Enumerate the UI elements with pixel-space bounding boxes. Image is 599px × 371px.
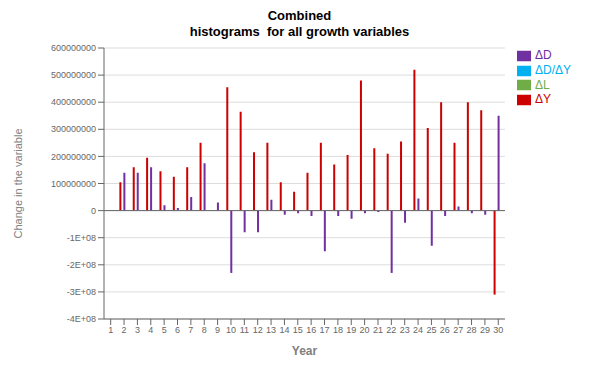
- html-text:histograms for all growth vari: histograms for all growth variables: [189, 24, 410, 39]
- svg-text:600000000: 600000000: [51, 43, 96, 53]
- svg-text:30: 30: [493, 325, 503, 335]
- svg-text:23: 23: [400, 325, 410, 335]
- svg-text:1: 1: [108, 325, 113, 335]
- svg-text:19: 19: [346, 325, 356, 335]
- svg-text:400000000: 400000000: [51, 97, 96, 107]
- svg-text:28: 28: [467, 325, 477, 335]
- svg-text:13: 13: [266, 325, 276, 335]
- html-text:ΔL: ΔL: [535, 77, 550, 92]
- svg-text:27: 27: [453, 325, 463, 335]
- svg-text:11: 11: [240, 325, 249, 335]
- svg-text:2: 2: [122, 325, 127, 335]
- html-text:Combined: Combined: [267, 8, 332, 23]
- svg-text:3: 3: [135, 325, 140, 335]
- svg-text:21: 21: [373, 325, 383, 335]
- svg-text:6: 6: [175, 325, 180, 335]
- html-text:ΔD/ΔY: ΔD/ΔY: [535, 62, 571, 77]
- html-text:ΔD: ΔD: [535, 48, 552, 62]
- svg-text:-4E+08: -4E+08: [67, 314, 96, 324]
- svg-text:200000000: 200000000: [51, 152, 96, 162]
- svg-text:22: 22: [386, 325, 396, 335]
- svg-text:24: 24: [413, 325, 423, 335]
- svg-text:15: 15: [293, 325, 303, 335]
- svg-text:25: 25: [426, 325, 436, 335]
- svg-text:-1E+08: -1E+08: [67, 233, 96, 243]
- svg-text:26: 26: [440, 325, 450, 335]
- svg-text:18: 18: [333, 325, 343, 335]
- svg-text:500000000: 500000000: [51, 70, 96, 80]
- svg-text:0: 0: [91, 206, 96, 216]
- svg-text:9: 9: [215, 325, 220, 335]
- svg-text:20: 20: [360, 325, 370, 335]
- svg-text:5: 5: [162, 325, 167, 335]
- html-text:ΔY: ΔY: [535, 92, 551, 107]
- svg-text:Change in the variable: Change in the variable: [12, 128, 24, 238]
- svg-text:7: 7: [188, 325, 193, 335]
- svg-text:17: 17: [320, 325, 330, 335]
- svg-text:10: 10: [226, 325, 236, 335]
- svg-text:8: 8: [202, 325, 207, 335]
- svg-text:300000000: 300000000: [51, 124, 96, 134]
- svg-text:-2E+08: -2E+08: [67, 260, 96, 270]
- svg-text:Year: Year: [292, 344, 318, 358]
- svg-text:100000000: 100000000: [51, 179, 96, 189]
- svg-text:14: 14: [279, 325, 289, 335]
- svg-text:12: 12: [253, 325, 263, 335]
- svg-text:4: 4: [148, 325, 153, 335]
- svg-text:16: 16: [306, 325, 316, 335]
- svg-text:-3E+08: -3E+08: [67, 287, 96, 297]
- svg-text:29: 29: [480, 325, 490, 335]
